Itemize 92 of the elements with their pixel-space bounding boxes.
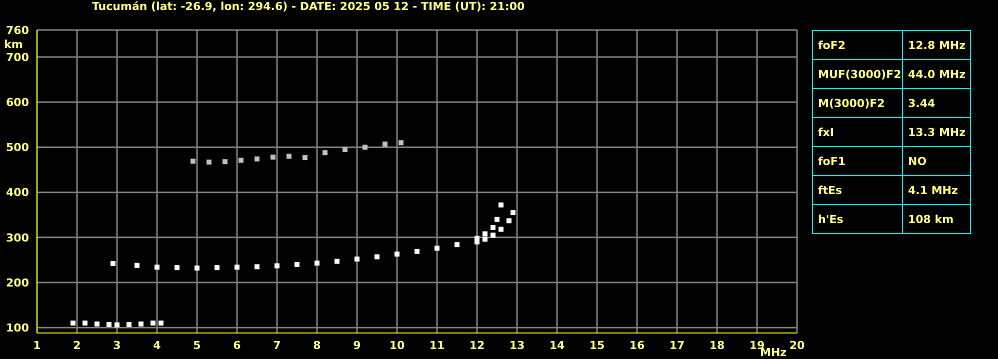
x-tick-label: 5: [193, 338, 201, 352]
point: [154, 264, 160, 270]
x-tick-label: 20: [789, 338, 805, 352]
y-tick-label: 300: [6, 231, 30, 244]
x-tick-label: 12: [469, 338, 485, 352]
y-tick-label: 600: [6, 96, 30, 110]
x-tick-label: 14: [549, 338, 565, 352]
x-tick-label: 16: [629, 338, 645, 352]
x-tick-label: 7: [273, 338, 281, 352]
point: [82, 320, 88, 326]
x-tick-label: 1: [33, 338, 41, 352]
point: [138, 321, 144, 326]
point: [286, 154, 292, 159]
point: [498, 202, 504, 208]
point: [490, 224, 496, 230]
point: [506, 218, 512, 224]
point: [274, 263, 280, 268]
point: [150, 320, 156, 326]
x-tick-label: 18: [709, 338, 725, 352]
y-tick-label: 760: [6, 24, 30, 37]
text: 108 km: [902, 204, 970, 234]
point: [434, 246, 440, 251]
point: [134, 262, 140, 268]
point: [494, 216, 500, 222]
point: [106, 322, 112, 327]
x-tick-label: 9: [353, 338, 361, 352]
point: [334, 258, 340, 264]
x-tick-label: 17: [669, 338, 685, 352]
point: [270, 154, 276, 160]
text: 44.0 MHz: [902, 60, 970, 88]
point: [222, 159, 228, 164]
x-tick-label: 11: [429, 338, 445, 352]
point: [394, 252, 400, 257]
point: [414, 248, 420, 254]
text: MUF(3000)F2: [812, 60, 902, 88]
point: [254, 264, 260, 270]
point: [114, 322, 120, 328]
point: [374, 254, 380, 260]
x-tick-label: 3: [113, 338, 121, 352]
point: [194, 266, 200, 271]
point: [362, 144, 368, 150]
point: [70, 320, 76, 326]
point: [342, 146, 348, 152]
point: [126, 322, 132, 327]
y-tick-label: 200: [6, 276, 30, 290]
point: [510, 210, 516, 216]
point: [314, 260, 320, 266]
text: M(3000)F2: [812, 88, 902, 118]
point: [490, 232, 496, 238]
point: [214, 265, 220, 270]
x-tick-label: 10: [389, 338, 405, 352]
point: [190, 158, 196, 164]
text: ftEs: [812, 176, 902, 204]
text: foF2: [812, 30, 902, 60]
text: 12.8 MHz: [902, 30, 970, 60]
point: [94, 321, 100, 326]
x-tick-label: 15: [589, 338, 605, 352]
point: [158, 320, 164, 326]
text: NO: [902, 146, 970, 176]
x-tick-label: 2: [73, 338, 81, 352]
point: [498, 226, 504, 232]
point: [382, 142, 388, 147]
x-tick-label: 13: [509, 338, 525, 352]
point: [454, 242, 460, 248]
x-tick-label: 8: [313, 338, 321, 352]
point: [234, 264, 240, 270]
x-tick-label: 4: [153, 338, 162, 352]
point: [206, 160, 212, 165]
text: fxI: [812, 118, 902, 146]
chart-title: Tucumán (lat: -26.9, lon: 294.6) - DATE: 2025 05 12 - TIME (UT): 21:00: [92, 0, 525, 13]
point: [482, 236, 488, 242]
text: foF1: [812, 146, 902, 176]
point: [174, 265, 180, 270]
point: [398, 140, 404, 146]
point: [254, 156, 260, 162]
text: 13.3 MHz: [902, 118, 970, 146]
point: [238, 158, 244, 163]
y-tick-label: 700: [6, 50, 30, 64]
point: [322, 150, 328, 156]
point: [302, 155, 308, 160]
text: h'Es: [812, 204, 902, 234]
text: 3.44: [902, 88, 970, 118]
x-tick-label: 6: [233, 338, 242, 352]
point: [354, 256, 360, 262]
point: [110, 261, 116, 266]
point: [482, 231, 488, 236]
y-tick-label: 400: [6, 186, 30, 200]
y-tick-label: 500: [6, 141, 30, 154]
text: 4.1 MHz: [902, 176, 970, 204]
y-tick-label: 100: [6, 321, 30, 334]
y-axis-title: km: [4, 38, 23, 51]
point: [294, 262, 300, 267]
